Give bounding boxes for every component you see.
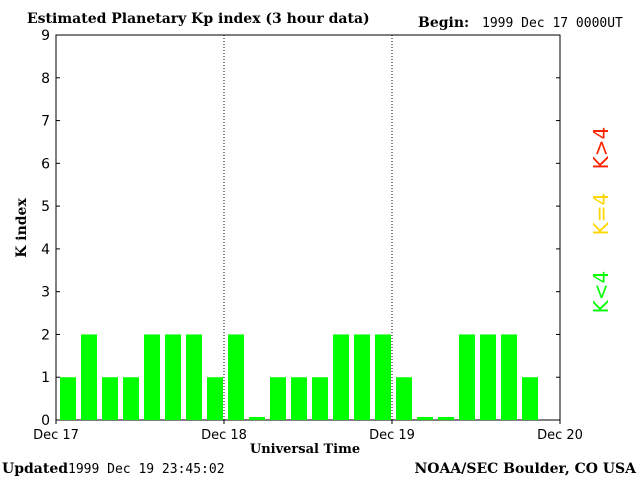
legend-item: K=4 (589, 193, 613, 236)
bar (501, 334, 517, 420)
bar (291, 377, 307, 420)
chart-title: Estimated Planetary Kp index (3 hour dat… (27, 11, 370, 27)
plot-frame (55, 34, 561, 421)
bar (81, 334, 97, 420)
y-tick-label: 1 (41, 370, 50, 386)
bar (102, 377, 118, 420)
x-axis-label: Universal Time (250, 442, 360, 457)
plot-area: 0 1 2 3 4 5 6 7 8 9 Dec 17 Dec 18 Dec 19 Dec 20 (33, 28, 583, 443)
begin-label: Begin: (418, 15, 469, 31)
bar (123, 377, 139, 420)
y-tick-label: 8 (41, 71, 50, 87)
y-tick-label: 7 (41, 114, 50, 130)
bar (312, 377, 328, 420)
bar (375, 334, 391, 420)
legend: K<4 K=4 K>4 (589, 127, 613, 314)
x-tick-label: Dec 19 (369, 428, 415, 443)
bar (459, 334, 475, 420)
bar (522, 377, 538, 420)
x-tick-label: Dec 20 (537, 428, 583, 443)
y-tick-label: 3 (41, 285, 50, 301)
bar (270, 377, 286, 420)
bar (207, 377, 223, 420)
bar (60, 377, 76, 420)
y-tick-label: 2 (41, 327, 50, 343)
legend-item: K>4 (589, 127, 613, 170)
x-tick-label: Dec 17 (33, 428, 79, 443)
updated-label: Updated (2, 461, 68, 477)
begin-value: 1999 Dec 17 0000UT (482, 16, 623, 31)
y-tick-label: 0 (41, 413, 50, 429)
bar (396, 377, 412, 420)
updated-value: 1999 Dec 19 23:45:02 (68, 462, 225, 477)
y-tick-label: 9 (41, 28, 50, 44)
bar (333, 334, 349, 420)
bar (354, 334, 370, 420)
bar (144, 334, 160, 420)
legend-item: K<4 (589, 271, 613, 314)
y-tick-label: 6 (41, 156, 50, 172)
x-tick-label: Dec 18 (201, 428, 247, 443)
bar (417, 417, 433, 420)
bar (165, 334, 181, 420)
bar (438, 417, 454, 420)
y-tick-label: 4 (41, 242, 50, 258)
bar (480, 334, 496, 420)
y-axis-label: K index (14, 198, 30, 258)
bar (249, 417, 265, 420)
y-tick-label: 5 (41, 199, 50, 215)
bar (186, 334, 202, 420)
bar (228, 334, 244, 420)
source-credit: NOAA/SEC Boulder, CO USA (415, 461, 638, 477)
